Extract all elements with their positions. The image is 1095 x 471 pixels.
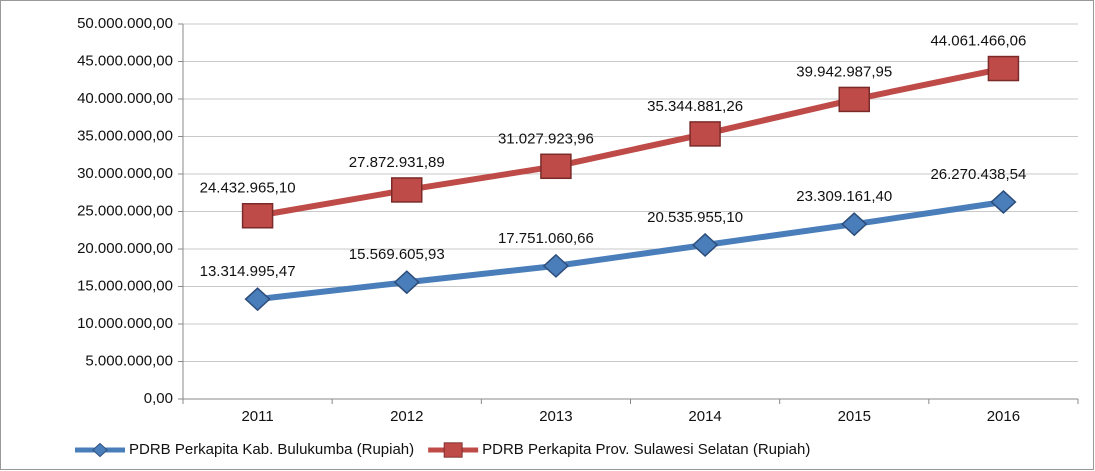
y-tick-label: 35.000.000,00 xyxy=(77,127,173,144)
point-marker xyxy=(542,253,570,278)
x-tick-label: 2014 xyxy=(688,408,721,425)
legend-symbol xyxy=(443,442,463,458)
x-tick-label: 2015 xyxy=(838,408,871,425)
data-label: 23.309.161,40 xyxy=(796,188,892,205)
y-tick-label: 10.000.000,00 xyxy=(77,315,173,332)
point-marker xyxy=(244,287,271,312)
y-tick-label: 30.000.000,00 xyxy=(77,165,173,182)
data-label: 39.942.987,95 xyxy=(796,63,892,80)
data-label: 26.270.438,54 xyxy=(930,166,1026,183)
point-marker xyxy=(92,442,108,458)
y-tick-label: 45.000.000,00 xyxy=(77,52,173,69)
point-marker xyxy=(391,177,423,203)
data-label: 35.344.881,26 xyxy=(647,98,743,115)
legend-label: PDRB Perkapita Prov. Sulawesi Selatan (R… xyxy=(482,441,810,458)
legend-symbol xyxy=(92,442,108,458)
x-tick-label: 2011 xyxy=(241,408,273,425)
point-marker xyxy=(241,203,274,229)
point-marker xyxy=(987,55,1020,82)
point-marker xyxy=(990,189,1017,214)
y-tick-label: 50.000.000,00 xyxy=(77,15,173,32)
data-label: 15.569.605,93 xyxy=(349,246,445,263)
point-marker xyxy=(443,442,463,458)
y-tick-label: 0,00 xyxy=(144,390,173,407)
legend-label: PDRB Perkapita Kab. Bulukumba (Rupiah) xyxy=(129,441,414,458)
point-marker xyxy=(691,232,719,257)
point-marker xyxy=(841,212,868,237)
y-tick-label: 5.000.000,00 xyxy=(85,352,173,369)
y-tick-label: 20.000.000,00 xyxy=(77,240,173,257)
point-marker xyxy=(689,121,721,147)
data-label: 17.751.060,66 xyxy=(498,230,594,247)
series-line xyxy=(257,199,1004,303)
data-label: 31.027.923,96 xyxy=(498,130,594,147)
series-line xyxy=(257,65,1005,219)
y-tick-label: 25.000.000,00 xyxy=(77,202,173,219)
data-label: 24.432.965,10 xyxy=(200,180,296,197)
point-marker xyxy=(540,153,572,180)
data-label: 44.061.466,06 xyxy=(930,33,1026,50)
y-tick-label: 15.000.000,00 xyxy=(77,277,173,294)
y-tick-label: 40.000.000,00 xyxy=(77,90,173,107)
data-label: 27.872.931,89 xyxy=(349,154,445,171)
x-tick-label: 2013 xyxy=(539,408,572,425)
point-marker xyxy=(393,270,420,295)
x-tick-label: 2012 xyxy=(390,408,423,425)
x-tick-label: 2016 xyxy=(987,408,1020,425)
data-label: 13.314.995,47 xyxy=(200,263,296,280)
data-label: 20.535.955,10 xyxy=(647,209,743,226)
point-marker xyxy=(838,86,870,113)
